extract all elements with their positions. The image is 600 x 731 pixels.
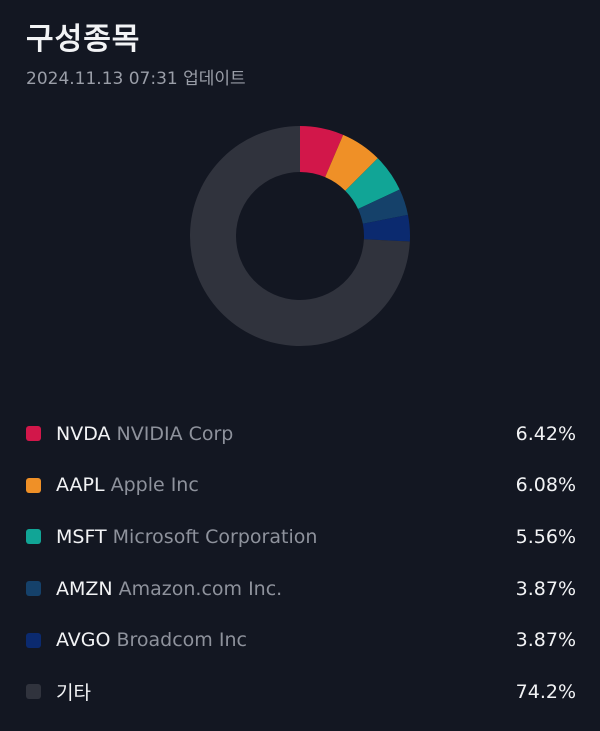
legend-company: Broadcom Inc <box>116 629 247 652</box>
legend-ticker: NVDA <box>56 422 111 445</box>
donut-slice-기타[interactable] <box>190 126 410 346</box>
legend-swatch <box>26 632 41 648</box>
holdings-legend: NVDA NVIDIA Corp 6.42% AAPL Apple Inc 6.… <box>26 408 578 718</box>
legend-company: Microsoft Corporation <box>112 525 318 548</box>
donut-slice-amzn[interactable] <box>358 189 408 224</box>
legend-percent: 6.42% <box>515 422 576 445</box>
legend-swatch <box>26 581 41 597</box>
donut-slice-avgo[interactable] <box>362 214 410 242</box>
legend-ticker: AVGO <box>56 629 111 652</box>
donut-slice-nvda[interactable] <box>300 126 344 178</box>
legend-percent: 3.87% <box>515 629 576 652</box>
legend-row-avgo[interactable]: AVGO Broadcom Inc 3.87% <box>26 614 578 666</box>
donut-svg <box>190 126 410 346</box>
legend-company: NVIDIA Corp <box>116 422 234 445</box>
legend-company: Apple Inc <box>110 474 199 497</box>
legend-swatch <box>26 477 41 493</box>
legend-row-msft[interactable]: MSFT Microsoft Corporation 5.56% <box>26 511 578 563</box>
legend-percent: 74.2% <box>515 680 576 703</box>
legend-company: Amazon.com Inc. <box>118 577 283 600</box>
page-title: 구성종목 <box>26 22 141 57</box>
legend-percent: 5.56% <box>515 525 576 548</box>
legend-swatch <box>26 684 41 700</box>
legend-percent: 6.08% <box>515 474 576 497</box>
update-timestamp: 2024.11.13 07:31 업데이트 <box>26 69 246 89</box>
legend-row-amzn[interactable]: AMZN Amazon.com Inc. 3.87% <box>26 563 578 615</box>
donut-slice-msft[interactable] <box>345 158 400 209</box>
donut-slice-aapl[interactable] <box>325 134 378 191</box>
legend-percent: 3.87% <box>515 577 576 600</box>
legend-ticker: AMZN <box>56 577 113 600</box>
legend-row-aapl[interactable]: AAPL Apple Inc 6.08% <box>26 460 578 512</box>
legend-row-nvda[interactable]: NVDA NVIDIA Corp 6.42% <box>26 408 578 460</box>
legend-ticker: 기타 <box>56 682 91 705</box>
holdings-donut-chart <box>190 126 410 346</box>
legend-row-others[interactable]: 기타 74.2% <box>26 666 578 718</box>
legend-swatch <box>26 529 41 545</box>
legend-ticker: MSFT <box>56 525 107 548</box>
legend-swatch <box>26 426 41 442</box>
legend-ticker: AAPL <box>56 474 105 497</box>
